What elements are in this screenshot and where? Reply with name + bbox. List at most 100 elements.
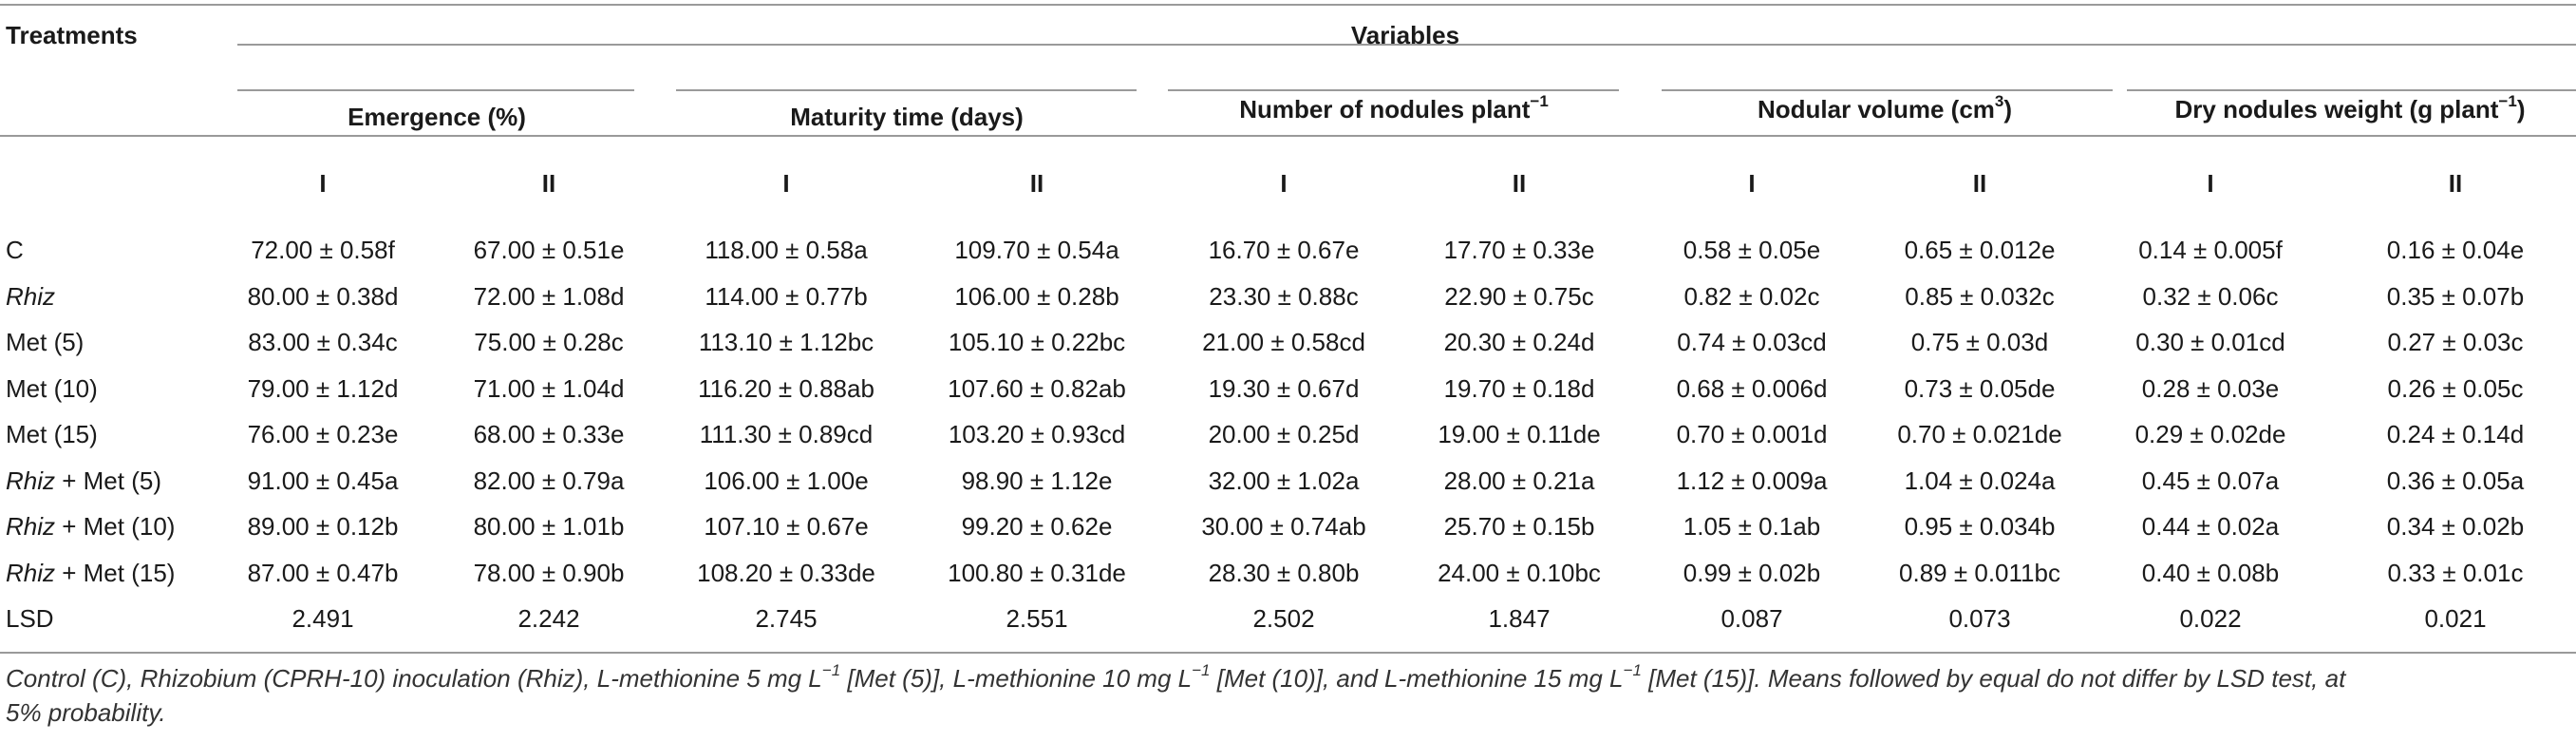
row-label: Met (5) bbox=[6, 328, 84, 356]
table-cell: 106.00 ± 0.28b bbox=[954, 281, 1119, 311]
table-cell: 114.00 ± 0.77b bbox=[705, 281, 868, 311]
maturity-underline bbox=[676, 89, 1137, 91]
row-label-italic: Rhiz bbox=[6, 512, 56, 541]
table-cell: 0.74 ± 0.03cd bbox=[1677, 328, 1827, 356]
row-label: Rhiz + Met (10) bbox=[6, 512, 175, 541]
row-label-text: Met (5) bbox=[6, 328, 85, 356]
volume-underline bbox=[1662, 89, 2113, 91]
table-cell: 0.89 ± 0.011bc bbox=[1899, 558, 2060, 587]
table-cell: 2.745 bbox=[755, 604, 818, 633]
table-cell: 80.00 ± 1.01b bbox=[473, 512, 625, 541]
table-cell: 0.29 ± 0.02de bbox=[2134, 420, 2286, 448]
table-cell: 87.00 ± 0.47b bbox=[247, 558, 399, 587]
row-label-italic: Rhiz bbox=[6, 558, 56, 587]
row-label-text: LSD bbox=[6, 604, 54, 633]
table-cell: 0.73 ± 0.05de bbox=[1904, 373, 2056, 403]
table-cell: 20.30 ± 0.24d bbox=[1443, 328, 1595, 356]
table-cell: 71.00 ± 1.04d bbox=[473, 373, 625, 403]
row-label: Met (15) bbox=[6, 420, 98, 448]
table-cell: 113.10 ± 1.12bc bbox=[698, 328, 874, 356]
table-cell: 99.20 ± 0.62e bbox=[961, 512, 1113, 541]
subheader-I: I bbox=[782, 169, 790, 198]
table-cell: 28.00 ± 0.21a bbox=[1443, 466, 1595, 495]
table-cell: 76.00 ± 0.23e bbox=[247, 420, 399, 448]
variable-header-emergence: Emergence (%) bbox=[348, 103, 526, 131]
group-header: Variables bbox=[1350, 21, 1460, 49]
table-cell: 0.58 ± 0.05e bbox=[1683, 236, 1821, 264]
table-cell: 78.00 ± 0.90b bbox=[473, 558, 625, 587]
table-cell: 0.022 bbox=[2179, 604, 2242, 633]
table-cell: 72.00 ± 1.08d bbox=[473, 281, 625, 311]
table-cell: 30.00 ± 0.74ab bbox=[1201, 512, 1366, 541]
table-cell: 0.26 ± 0.05c bbox=[2387, 373, 2524, 403]
row-label-text: Met (15) bbox=[6, 420, 98, 448]
table-cell: 109.70 ± 0.54a bbox=[954, 236, 1119, 264]
table-cell: 2.502 bbox=[1252, 604, 1315, 633]
table-cell: 116.20 ± 0.88ab bbox=[698, 373, 874, 403]
table-cell: 25.70 ± 0.15b bbox=[1443, 512, 1595, 541]
table-cell: 89.00 ± 0.12b bbox=[247, 512, 399, 541]
row-label: Met (10) bbox=[6, 374, 98, 403]
table-cell: 0.36 ± 0.05a bbox=[2386, 466, 2525, 495]
subheader-II: II bbox=[541, 169, 556, 198]
row-label-text: + Met (10) bbox=[55, 512, 176, 541]
row-label-italic: Rhiz bbox=[6, 281, 56, 311]
nodules-underline bbox=[1168, 89, 1619, 91]
table-cell: 16.70 ± 0.67e bbox=[1208, 236, 1360, 264]
row-label: LSD bbox=[6, 604, 54, 633]
table-cell: 68.00 ± 0.33e bbox=[473, 420, 625, 448]
table-cell: 0.40 ± 0.08b bbox=[2141, 558, 2280, 587]
table-cell: 108.20 ± 0.33de bbox=[697, 558, 875, 587]
table-cell: 1.847 bbox=[1488, 604, 1551, 633]
top-rule bbox=[0, 4, 2576, 6]
row-label-text: Met (10) bbox=[6, 373, 98, 403]
table-cell: 0.24 ± 0.14d bbox=[2386, 420, 2525, 448]
subheader-II: II bbox=[1029, 169, 1044, 198]
table-cell: 20.00 ± 0.25d bbox=[1208, 420, 1360, 448]
table-cell: 0.82 ± 0.02c bbox=[1683, 281, 1820, 311]
table-cell: 0.16 ± 0.04e bbox=[2386, 236, 2525, 264]
bottom-rule bbox=[0, 652, 2576, 654]
table-cell: 0.99 ± 0.02b bbox=[1683, 558, 1821, 587]
table-cell: 24.00 ± 0.10bc bbox=[1438, 558, 1601, 587]
table-cell: 21.00 ± 0.58cd bbox=[1202, 328, 1365, 356]
table-cell: 0.087 bbox=[1720, 604, 1783, 633]
table-cell: 0.70 ± 0.001d bbox=[1676, 420, 1828, 448]
table-cell: 67.00 ± 0.51e bbox=[473, 236, 625, 264]
table-cell: 0.85 ± 0.032c bbox=[1905, 281, 2055, 311]
table-cell: 105.10 ± 0.22bc bbox=[948, 328, 1126, 356]
subheader-I: I bbox=[2207, 169, 2214, 198]
table-cell: 103.20 ± 0.93cd bbox=[948, 420, 1126, 448]
table-cell: 22.90 ± 0.75c bbox=[1444, 281, 1594, 311]
table-cell: 0.27 ± 0.03c bbox=[2387, 328, 2524, 356]
table-cell: 72.00 ± 0.58f bbox=[251, 236, 395, 264]
table-cell: 0.30 ± 0.01cd bbox=[2135, 328, 2285, 356]
table-cell: 75.00 ± 0.28c bbox=[474, 328, 624, 356]
table-cell: 0.14 ± 0.005f bbox=[2138, 236, 2283, 264]
table-cell: 19.00 ± 0.11de bbox=[1438, 420, 1601, 448]
row-label: Rhiz + Met (15) bbox=[6, 559, 175, 587]
table-cell: 0.021 bbox=[2424, 604, 2487, 633]
table-cell: 1.04 ± 0.024a bbox=[1904, 466, 2056, 495]
table-cell: 0.073 bbox=[1948, 604, 2011, 633]
subheader-II: II bbox=[2448, 169, 2463, 198]
table-cell: 17.70 ± 0.33e bbox=[1443, 236, 1595, 264]
table-cell: 0.68 ± 0.006d bbox=[1676, 373, 1828, 403]
subheader-I: I bbox=[1280, 169, 1288, 198]
subheader-II: II bbox=[1972, 169, 1987, 198]
table-cell: 107.60 ± 0.82ab bbox=[948, 373, 1126, 403]
table-cell: 23.30 ± 0.88c bbox=[1209, 281, 1359, 311]
table-cell: 98.90 ± 1.12e bbox=[961, 466, 1113, 495]
table-cell: 0.34 ± 0.02b bbox=[2386, 512, 2525, 541]
table-cell: 100.80 ± 0.31de bbox=[948, 558, 1126, 587]
row-label: Rhiz + Met (5) bbox=[6, 466, 161, 495]
table-cell: 2.491 bbox=[291, 604, 354, 633]
variables-underline bbox=[237, 44, 2576, 46]
row-label-text: + Met (15) bbox=[55, 558, 176, 587]
table-cell: 0.32 ± 0.06c bbox=[2142, 281, 2279, 311]
variable-header-volume: Nodular volume (cm3) bbox=[1757, 92, 2013, 124]
table-cell: 28.30 ± 0.80b bbox=[1208, 558, 1360, 587]
table-cell: 0.70 ± 0.021de bbox=[1897, 420, 2062, 448]
table-footnote: Control (C), Rhizobium (CPRH-10) inocula… bbox=[6, 661, 2346, 727]
